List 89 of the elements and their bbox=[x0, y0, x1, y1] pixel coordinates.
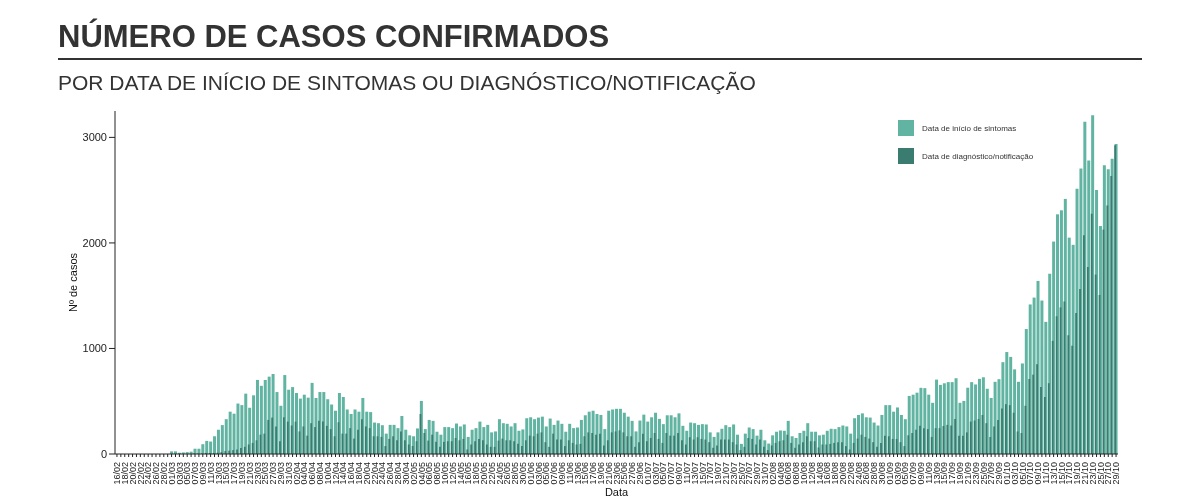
x-tick-label: 13/06 bbox=[572, 462, 583, 485]
x-tick-label: 16/08 bbox=[822, 462, 833, 485]
x-tick-label: 12/05 bbox=[447, 462, 458, 485]
x-tick-label: 27/10 bbox=[1103, 462, 1114, 485]
x-tick-label: 02/08 bbox=[767, 462, 778, 485]
x-tick-label: 17/06 bbox=[588, 462, 599, 485]
x-tick-label: 15/10 bbox=[1056, 462, 1067, 485]
x-tick-label: 15/09 bbox=[939, 462, 950, 485]
x-tick-label: 23/09 bbox=[970, 462, 981, 485]
x-tick-label: 17/07 bbox=[705, 462, 716, 485]
x-tick-label: 17/09 bbox=[947, 462, 958, 485]
x-tick-label: 05/03 bbox=[182, 462, 193, 485]
x-tick-label: 14/05 bbox=[455, 462, 466, 485]
legend-label: Data de diagnóstico/notificação bbox=[922, 151, 1034, 161]
x-tick-label: 25/10 bbox=[1095, 462, 1106, 485]
chart-subtitle: POR DATA DE INÍCIO DE SINTOMAS OU DIAGNÓSTICO/NOTIFICAÇÃO bbox=[58, 70, 757, 96]
x-tick-label: 21/03 bbox=[244, 462, 255, 485]
x-tick-label: 07/10 bbox=[1025, 462, 1036, 485]
x-tick-label: 12/08 bbox=[806, 462, 817, 485]
x-tick-label: 16/04 bbox=[346, 462, 357, 485]
x-tick-label: 03/09 bbox=[892, 462, 903, 485]
y-tick-label: 2000 bbox=[82, 236, 107, 249]
x-tick-label: 04/04 bbox=[299, 462, 310, 485]
x-tick-label: 07/07 bbox=[666, 462, 677, 485]
x-tick-label: 22/05 bbox=[486, 462, 497, 485]
x-tick-label: 15/03 bbox=[221, 462, 232, 485]
chart-title: NÚMERO DE CASOS CONFIRMADOS bbox=[58, 18, 611, 56]
x-tick-label: 22/02 bbox=[135, 462, 146, 485]
x-tick-label: 13/10 bbox=[1048, 462, 1059, 485]
x-tick-label: 05/10 bbox=[1017, 462, 1028, 485]
x-tick-label: 03/06 bbox=[533, 462, 544, 485]
x-tick-label: 25/07 bbox=[736, 462, 747, 485]
x-tick-label: 15/06 bbox=[580, 462, 591, 485]
x-tick-label: 13/09 bbox=[931, 462, 942, 485]
x-tick-label: 28/08 bbox=[869, 462, 880, 485]
x-tick-label: 26/08 bbox=[861, 462, 872, 485]
x-tick-label: 25/09 bbox=[978, 462, 989, 485]
x-tick-label: 02/05 bbox=[408, 462, 419, 485]
x-tick-label: 24/02 bbox=[143, 462, 154, 485]
x-tick-label: 25/06 bbox=[619, 462, 630, 485]
x-tick-label: 27/03 bbox=[268, 462, 279, 485]
x-tick-label: 27/07 bbox=[744, 462, 755, 485]
x-tick-label: 15/07 bbox=[697, 462, 708, 485]
x-tick-label: 02/04 bbox=[291, 462, 302, 485]
x-tick-label: 14/08 bbox=[814, 462, 825, 485]
x-tick-label: 05/09 bbox=[900, 462, 911, 485]
x-tick-label: 24/04 bbox=[377, 462, 388, 485]
x-tick-label: 03/07 bbox=[650, 462, 661, 485]
x-tick-label: 06/08 bbox=[783, 462, 794, 485]
legend-label: Data de início de sintomas bbox=[922, 123, 1017, 133]
x-tick-label: 27/06 bbox=[627, 462, 638, 485]
y-axis-title: Nº de casos bbox=[66, 252, 79, 313]
x-tick-label: 11/03 bbox=[205, 462, 216, 484]
x-tick-label: 23/06 bbox=[611, 462, 622, 485]
x-tick-label: 03/10 bbox=[1009, 462, 1020, 485]
x-tick-label: 01/06 bbox=[525, 462, 536, 485]
x-tick-label: 24/08 bbox=[853, 462, 864, 485]
x-tick-label: 03/03 bbox=[174, 462, 185, 485]
x-tick-label: 27/09 bbox=[986, 462, 997, 485]
x-tick-label: 12/04 bbox=[330, 462, 341, 485]
x-tick-label: 07/09 bbox=[908, 462, 919, 485]
x-tick-label: 23/03 bbox=[252, 462, 263, 485]
x-tick-label: 01/03 bbox=[166, 462, 177, 485]
x-tick-label: 04/05 bbox=[416, 462, 427, 485]
x-axis-title: Data bbox=[604, 486, 629, 498]
x-tick-label: 24/05 bbox=[494, 462, 505, 485]
x-tick-label: 29/10 bbox=[1111, 462, 1122, 485]
x-tick-label: 13/07 bbox=[689, 462, 700, 485]
y-tick-label: 1000 bbox=[82, 342, 107, 355]
x-tick-label: 20/02 bbox=[127, 462, 138, 485]
x-tick-label: 13/03 bbox=[213, 462, 224, 485]
x-tick-label: 07/06 bbox=[549, 462, 560, 485]
x-tick-label: 18/08 bbox=[830, 462, 841, 485]
x-tick-label: 05/06 bbox=[541, 462, 552, 485]
x-tick-label: 23/10 bbox=[1087, 462, 1098, 485]
x-tick-label: 04/08 bbox=[775, 462, 786, 485]
x-tick-label: 05/07 bbox=[658, 462, 669, 485]
y-tick-label: 0 bbox=[100, 447, 107, 460]
x-tick-label: 06/04 bbox=[307, 462, 318, 485]
x-tick-label: 26/04 bbox=[385, 462, 396, 485]
x-tick-label: 14/04 bbox=[338, 462, 349, 485]
x-tick-label: 16/05 bbox=[463, 462, 474, 485]
x-tick-label: 23/07 bbox=[728, 462, 739, 485]
x-tick-label: 17/10 bbox=[1064, 462, 1075, 485]
x-tick-label: 26/05 bbox=[502, 462, 513, 485]
y-tick-label: 3000 bbox=[82, 131, 107, 144]
x-tick-label: 25/03 bbox=[260, 462, 271, 485]
x-tick-label: 22/04 bbox=[369, 462, 380, 485]
x-tick-label: 06/05 bbox=[424, 462, 435, 485]
